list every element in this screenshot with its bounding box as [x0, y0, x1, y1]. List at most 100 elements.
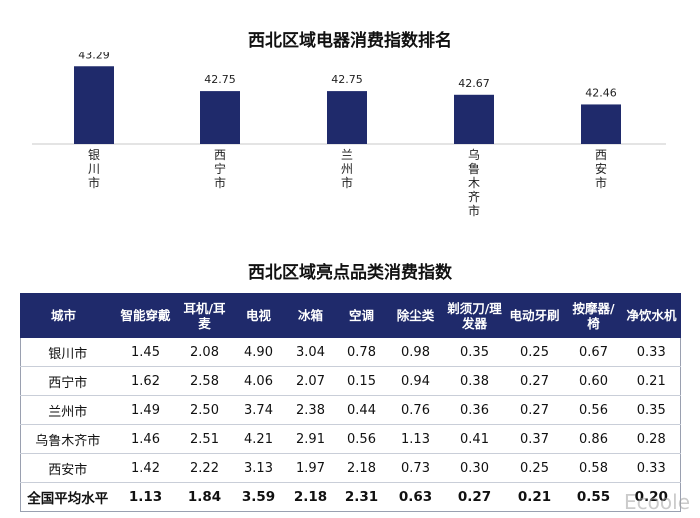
bar: [581, 104, 621, 144]
table-row: 兰州市 1.49 2.50 3.74 2.38 0.44 0.76 0.36 0.27 0.56 0…: [20, 395, 681, 425]
bar-value-label: 42.75: [331, 73, 363, 86]
watermark-logo: Ecoole: [624, 490, 690, 514]
table-header-row: 城市 智能穿戴 耳机/耳麦 电视 冰箱 空调 除尘类 剃须刀/理发器 电动牙刷 …: [20, 293, 681, 338]
header-massager: 按摩器/椅: [564, 293, 623, 338]
table-cell-value: 0.94: [386, 366, 445, 396]
bar-chart: 43.29 银川市 42.75 西宁市 42.75 兰州市 42.67 乌鲁木齐市 42.46 西…: [32, 52, 666, 218]
header-refrigerator: 冰箱: [284, 293, 337, 338]
bar: [327, 91, 367, 144]
table-row: 乌鲁木齐市 1.46 2.51 4.21 2.91 0.56 1.13 0.41 0.37 0.8…: [20, 424, 681, 454]
table-cell-value: 0.27: [444, 482, 505, 512]
category-tick-label: 银川市: [88, 148, 100, 190]
table-cell-value: 0.60: [564, 366, 623, 396]
table-cell-value: 0.55: [564, 482, 623, 512]
bar: [200, 91, 240, 144]
table-cell-city: 银川市: [20, 337, 115, 367]
table-cell-value: 0.21: [622, 366, 681, 396]
table-cell-value: 0.56: [564, 395, 623, 425]
table-cell-value: 1.62: [114, 366, 177, 396]
table-cell-value: 0.63: [386, 482, 445, 512]
category-tick-label: 乌鲁木齐市: [468, 147, 480, 218]
table-cell-value: 1.13: [386, 424, 445, 454]
table-cell-value: 0.21: [504, 482, 565, 512]
table-cell-value: 1.84: [176, 482, 233, 512]
table-cell-value: 1.13: [114, 482, 177, 512]
bar: [454, 94, 494, 144]
table-cell-value: 2.22: [176, 453, 233, 483]
table-cell-value: 0.86: [564, 424, 623, 454]
table-cell-value: 2.08: [176, 337, 233, 367]
table-cell-value: 2.31: [336, 482, 387, 512]
table-row-average: 全国平均水平 1.13 1.84 3.59 2.18 2.31 0.63 0.27 0.21 0.…: [20, 482, 681, 512]
header-dust-removal: 除尘类: [386, 293, 445, 338]
bar-value-label: 42.75: [204, 73, 236, 86]
header-headphones: 耳机/耳麦: [176, 293, 233, 338]
table-title: 西北区域亮点品类消费指数: [248, 263, 452, 283]
table-cell-value: 0.76: [386, 395, 445, 425]
chart-title: 西北区域电器消费指数排名: [248, 31, 452, 51]
table-cell-city: 兰州市: [20, 395, 115, 425]
category-tick-label: 西宁市: [214, 148, 226, 190]
table-cell-value: 2.07: [284, 366, 337, 396]
table-cell-value: 0.56: [336, 424, 387, 454]
bar-value-label: 42.67: [458, 77, 490, 90]
table-cell-value: 1.97: [284, 453, 337, 483]
table-cell-value: 0.28: [622, 424, 681, 454]
header-smart-wearables: 智能穿戴: [114, 293, 177, 338]
table-cell-value: 1.45: [114, 337, 177, 367]
table-cell-city: 全国平均水平: [20, 482, 115, 512]
table-cell-value: 0.35: [622, 395, 681, 425]
table-cell-value: 4.06: [232, 366, 285, 396]
table-cell-city: 乌鲁木齐市: [20, 424, 115, 454]
table-cell-value: 3.74: [232, 395, 285, 425]
table-row: 银川市 1.45 2.08 4.90 3.04 0.78 0.98 0.35 0.25 0.67 0…: [20, 337, 681, 367]
bar: [74, 66, 114, 144]
header-air-conditioner: 空调: [336, 293, 387, 338]
table-cell-value: 3.13: [232, 453, 285, 483]
table-cell-value: 1.42: [114, 453, 177, 483]
category-tick-label: 兰州市: [341, 148, 353, 190]
table-cell-value: 0.73: [386, 453, 445, 483]
table-cell-value: 0.37: [504, 424, 565, 454]
bar-value-label: 42.46: [585, 86, 617, 99]
table-cell-value: 2.51: [176, 424, 233, 454]
table-cell-value: 0.25: [504, 453, 565, 483]
table-cell-value: 2.18: [336, 453, 387, 483]
table-cell-value: 1.46: [114, 424, 177, 454]
table-cell-value: 0.33: [622, 453, 681, 483]
table-cell-value: 3.59: [232, 482, 285, 512]
bar-value-label: 43.29: [78, 52, 110, 61]
table-cell-value: 0.35: [444, 337, 505, 367]
table-cell-value: 0.78: [336, 337, 387, 367]
header-shaver: 剃须刀/理发器: [444, 293, 505, 338]
table-cell-value: 1.49: [114, 395, 177, 425]
table-cell-value: 0.15: [336, 366, 387, 396]
table-cell-value: 2.38: [284, 395, 337, 425]
table-cell-value: 0.58: [564, 453, 623, 483]
table-cell-value: 0.98: [386, 337, 445, 367]
table-cell-value: 0.27: [504, 395, 565, 425]
table-cell-value: 0.33: [622, 337, 681, 367]
header-electric-toothbrush: 电动牙刷: [504, 293, 565, 338]
header-tv: 电视: [232, 293, 285, 338]
table-cell-value: 0.36: [444, 395, 505, 425]
table-cell-value: 0.30: [444, 453, 505, 483]
table-cell-value: 2.50: [176, 395, 233, 425]
table-cell-city: 西宁市: [20, 366, 115, 396]
consumption-index-table: 城市 智能穿戴 耳机/耳麦 电视 冰箱 空调 除尘类 剃须刀/理发器 电动牙刷 …: [20, 293, 681, 512]
table-cell-value: 4.90: [232, 337, 285, 367]
table-cell-value: 3.04: [284, 337, 337, 367]
table-cell-value: 2.91: [284, 424, 337, 454]
table-cell-city: 西安市: [20, 453, 115, 483]
table-cell-value: 0.38: [444, 366, 505, 396]
table-cell-value: 2.18: [284, 482, 337, 512]
category-tick-label: 西安市: [595, 148, 607, 190]
table-cell-value: 0.27: [504, 366, 565, 396]
table-cell-value: 0.20: [622, 482, 681, 512]
header-city: 城市: [20, 293, 115, 338]
table-cell-value: 0.41: [444, 424, 505, 454]
table-cell-value: 2.58: [176, 366, 233, 396]
table-cell-value: 4.21: [232, 424, 285, 454]
table-row: 西安市 1.42 2.22 3.13 1.97 2.18 0.73 0.30 0.25 0.58 0…: [20, 453, 681, 483]
table-cell-value: 0.44: [336, 395, 387, 425]
